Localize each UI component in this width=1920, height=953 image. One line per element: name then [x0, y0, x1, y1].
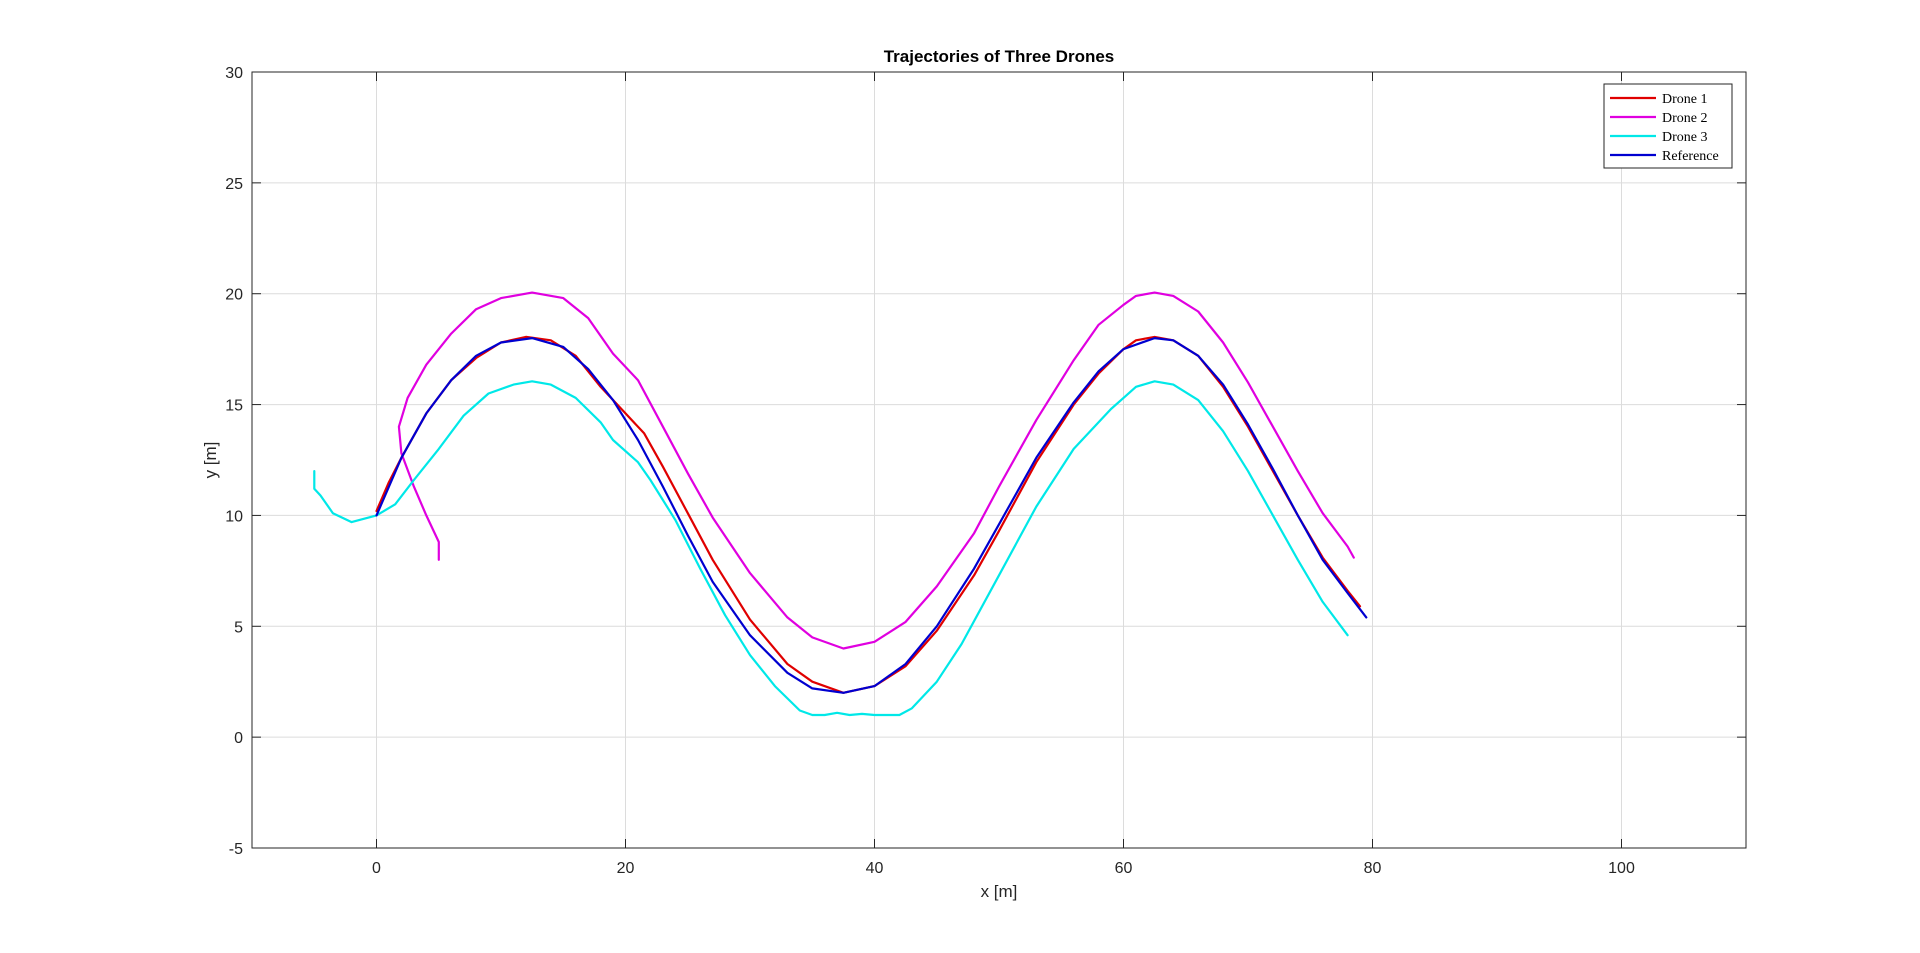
x-tick-label: 60 [1115, 860, 1133, 877]
chart-title: Trajectories of Three Drones [884, 47, 1115, 66]
y-tick-label: 15 [225, 398, 243, 415]
x-axis-label: x [m] [981, 882, 1018, 901]
plot-frame [251, 71, 1747, 849]
legend-label: Drone 3 [1662, 130, 1708, 145]
y-tick-label: 30 [225, 65, 243, 82]
grid-layer [252, 71, 1746, 849]
axes-layer [251, 71, 1747, 849]
y-tick-label: 10 [225, 508, 243, 525]
y-tick-label: 5 [234, 619, 243, 636]
x-tick-label: 0 [372, 860, 381, 877]
ticks-layer: 0 20 40 60 80 100 -5 0 5 10 15 20 25 30 [225, 65, 1746, 877]
legend: Drone 1 Drone 2 Drone 3 Reference [1603, 83, 1733, 169]
x-tick-label: 80 [1364, 860, 1382, 877]
series-line-drone-2 [397, 291, 1355, 650]
legend-label: Reference [1662, 149, 1719, 164]
x-tick-label: 20 [617, 860, 635, 877]
y-tick-label: 20 [225, 287, 243, 304]
series-line-reference [375, 337, 1368, 694]
y-axis-label: y [m] [201, 442, 220, 479]
y-tick-label: 0 [234, 730, 243, 747]
y-tick-label: 25 [225, 176, 243, 193]
series-layer [313, 291, 1368, 717]
legend-label: Drone 2 [1662, 111, 1708, 126]
legend-label: Drone 1 [1662, 92, 1708, 107]
series-line-drone-1 [375, 335, 1362, 694]
series-line-drone-3 [313, 380, 1349, 717]
x-tick-label: 40 [866, 860, 884, 877]
x-tick-label: 100 [1608, 860, 1635, 877]
y-tick-label: -5 [229, 841, 243, 858]
